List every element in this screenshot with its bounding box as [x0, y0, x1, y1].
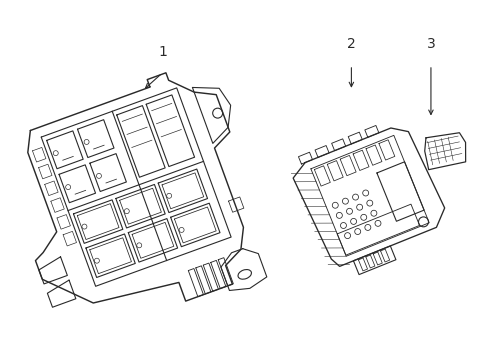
Text: 1: 1 [158, 45, 166, 59]
Text: 3: 3 [426, 37, 434, 51]
Text: 2: 2 [346, 37, 355, 51]
